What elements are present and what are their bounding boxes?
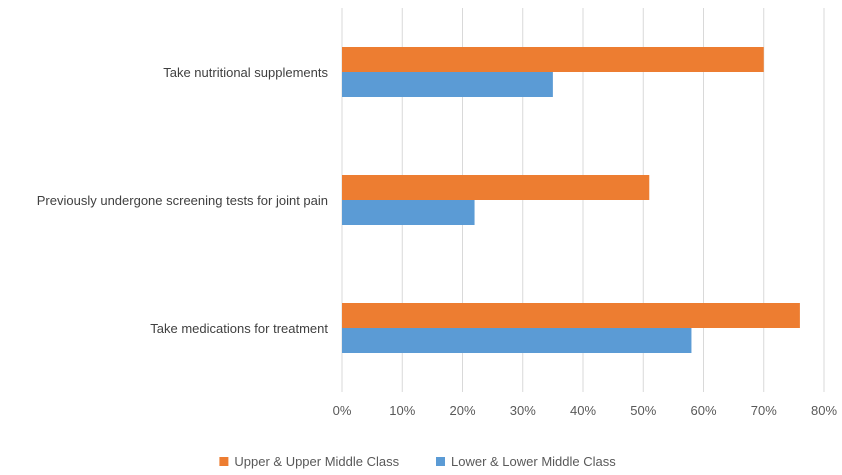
x-tick-label: 30% bbox=[510, 403, 536, 418]
bar-series-0-cat-2 bbox=[342, 303, 800, 328]
x-tick-labels: 0% 10% 20% 30% 40% 50% 60% 70% 80% bbox=[333, 403, 838, 418]
category-label: Take nutritional supplements bbox=[163, 65, 328, 80]
x-tick-label: 60% bbox=[690, 403, 716, 418]
legend-swatch bbox=[219, 457, 229, 466]
x-tick-label: 0% bbox=[333, 403, 352, 418]
x-tick-label: 80% bbox=[811, 403, 837, 418]
legend-swatch bbox=[436, 457, 445, 466]
x-tick-label: 70% bbox=[751, 403, 777, 418]
bar-series-0-cat-0 bbox=[342, 47, 764, 72]
category-label: Take medications for treatment bbox=[150, 321, 328, 336]
category-label: Previously undergone screening tests for… bbox=[37, 193, 328, 208]
bar-series-1-cat-0 bbox=[342, 72, 553, 97]
legend-label: Lower & Lower Middle Class bbox=[451, 454, 616, 469]
x-tick-label: 20% bbox=[449, 403, 475, 418]
bar-series-1-cat-1 bbox=[342, 200, 475, 225]
x-tick-label: 40% bbox=[570, 403, 596, 418]
bar-series-0-cat-1 bbox=[342, 175, 650, 200]
category-labels: Take nutritional supplements Previously u… bbox=[37, 65, 329, 336]
bar-series-1-cat-2 bbox=[342, 328, 692, 353]
bars bbox=[342, 47, 800, 353]
x-tick-label: 50% bbox=[630, 403, 656, 418]
legend-label: Upper & Upper Middle Class bbox=[234, 454, 399, 469]
x-tick-label: 10% bbox=[389, 403, 415, 418]
legend: Upper & Upper Middle Class Lower & Lower … bbox=[219, 454, 616, 469]
